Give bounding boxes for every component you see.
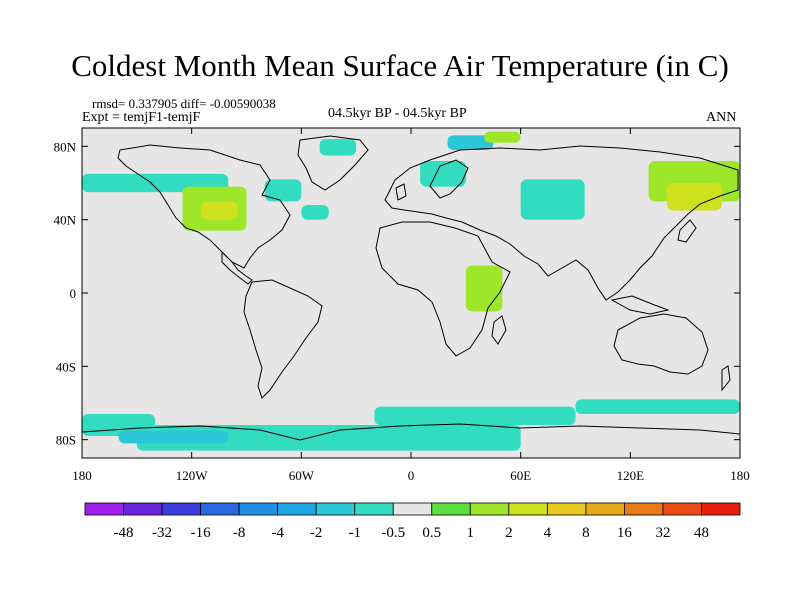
colorbar-swatch (315, 502, 356, 516)
colorbar-swatch (392, 502, 433, 516)
colorbar-label: 8 (582, 525, 590, 541)
anomaly-region-8 (447, 135, 494, 150)
colorbar-swatch (200, 502, 240, 516)
colorbar-swatch (585, 502, 625, 516)
anomaly-region-16 (575, 399, 740, 414)
y-tick-label: 0 (70, 286, 77, 301)
coastlines (82, 135, 740, 441)
colorbar-label: -2 (310, 525, 323, 541)
anomaly-region-6 (392, 137, 457, 150)
colorbar-label: -0.5 (381, 525, 405, 541)
anomaly-region-3 (264, 179, 302, 202)
coastline-africa (375, 221, 511, 357)
colorbar-swatch (238, 502, 279, 516)
coastline-north-america (117, 144, 291, 269)
colorbar-label: -16 (191, 525, 211, 541)
x-tick-label: 180 (72, 468, 92, 483)
coastline-antarctica (82, 423, 740, 441)
colorbar-swatch (123, 502, 163, 516)
anomaly-region-5 (319, 139, 357, 156)
colorbar-swatch (277, 502, 317, 516)
x-tick-label: 0 (408, 468, 415, 483)
colorbar-swatch (508, 502, 548, 516)
anomaly-region-17 (118, 430, 229, 444)
colorbar-swatch (701, 502, 741, 516)
colorbar-label: -1 (348, 525, 361, 541)
colorbar-label: 1 (467, 525, 475, 541)
coastline-madagascar (491, 315, 507, 345)
colorbar-label: -32 (152, 525, 172, 541)
x-tick-label: 60E (510, 468, 531, 483)
anomaly-layer (82, 131, 740, 451)
colorbar-label: -48 (114, 525, 134, 541)
colorbar-swatch (431, 502, 471, 516)
colorbar-label: -4 (271, 525, 284, 541)
period-label: 04.5kyr BP - 04.5kyr BP (328, 106, 467, 121)
colorbar-swatch (546, 502, 587, 516)
colorbar-swatch (84, 502, 124, 516)
x-tick-label: 120E (617, 468, 645, 483)
colorbar-label: 16 (617, 525, 633, 541)
y-tick-label: 40N (54, 213, 77, 228)
experiment-label: Expt = temjF1-temjF (82, 110, 201, 125)
x-tick-label: 120W (176, 468, 209, 483)
anomaly-region-15 (374, 406, 576, 425)
coastline-eurasia (384, 145, 739, 301)
anomaly-region-2 (200, 201, 238, 220)
y-tick-label: 80N (54, 139, 77, 154)
anomaly-region-14 (136, 425, 521, 451)
season-label: ANN (706, 110, 737, 125)
coastline-japan (677, 219, 697, 243)
axes: 180 120W 60W 0 60E 120E 180 80N 40N 0 40S 80S (54, 128, 750, 483)
colorbar: -48 -32 -16 -8 -4 -2 -1 -0.5 0.5 1 2 4 8 16 32 48 (84, 502, 741, 541)
coastline-south-america (243, 279, 323, 399)
colorbar-label: 48 (694, 525, 709, 541)
colorbar-label: 2 (505, 525, 513, 541)
anomaly-region-4 (301, 205, 329, 220)
anomaly-region-18 (465, 265, 503, 312)
colorbar-label: 4 (544, 525, 552, 541)
anomaly-region-9 (484, 131, 521, 143)
coastline-uk (395, 183, 407, 201)
colorbar-swatch (161, 502, 201, 516)
colorbar-swatch (354, 502, 394, 516)
y-tick-label: 80S (56, 433, 76, 448)
x-tick-label: 180 (730, 468, 750, 483)
anomaly-region-10 (520, 179, 585, 220)
anomaly-region-12 (666, 183, 722, 211)
colorbar-label: 0.5 (422, 525, 441, 541)
colorbar-swatch (662, 502, 702, 516)
colorbar-label: 32 (655, 525, 670, 541)
coastline-australia (613, 313, 709, 375)
coastline-central-america (221, 250, 253, 285)
x-tick-label: 60W (289, 468, 315, 483)
anomaly-region-7 (420, 161, 466, 187)
colorbar-swatch (624, 502, 664, 516)
coastline-indonesia (610, 295, 670, 315)
coastline-scandinavia (429, 159, 469, 199)
colorbar-swatch (469, 502, 510, 516)
coastline-new-zealand (721, 365, 731, 392)
y-tick-label: 40S (56, 359, 76, 374)
chart-title: Coldest Month Mean Surface Air Temperatu… (71, 48, 729, 83)
stats-text: rmsd= 0.337905 diff= -0.00590038 (92, 96, 276, 111)
coastline-greenland (297, 135, 369, 191)
colorbar-label: -8 (233, 525, 246, 541)
